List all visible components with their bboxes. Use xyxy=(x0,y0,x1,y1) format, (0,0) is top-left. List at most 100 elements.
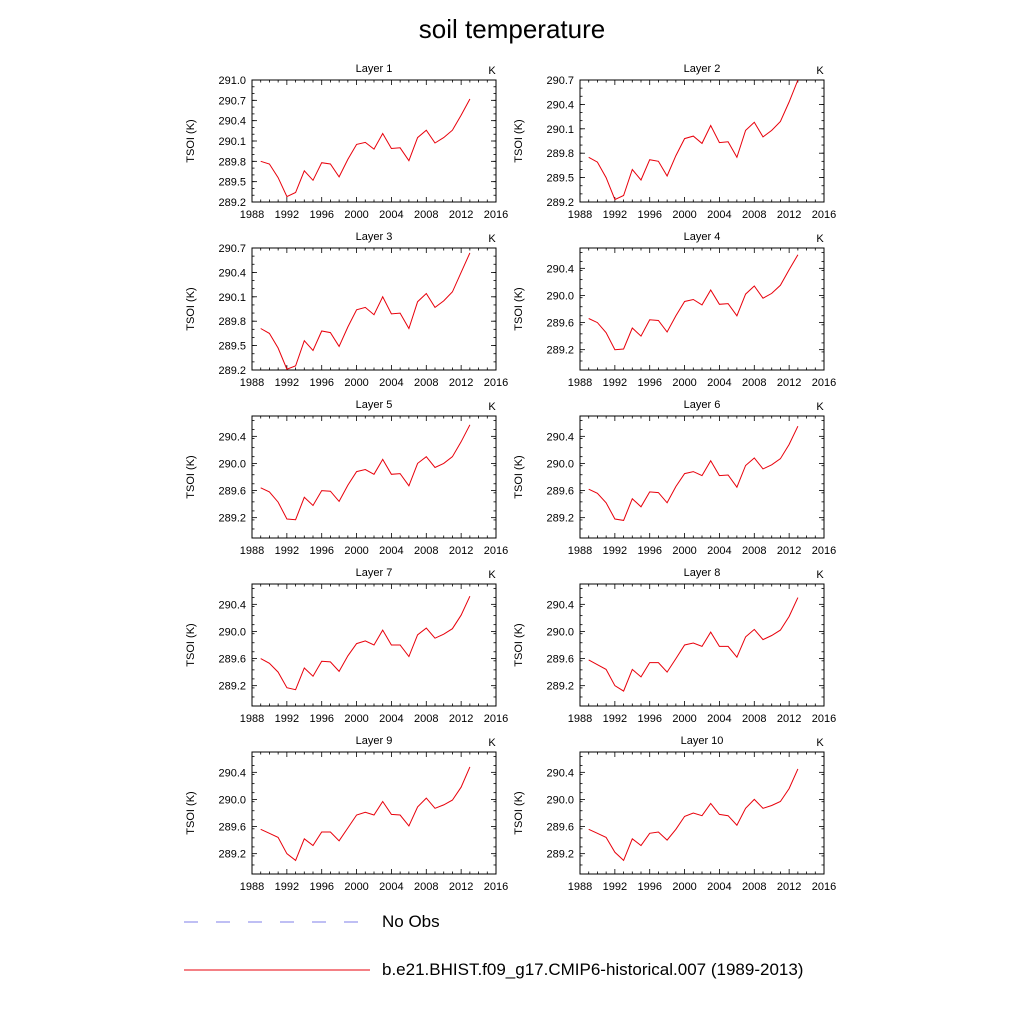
panel-layer-9: Layer 9 K TSOI (K) 1988 1992 1996 2000 2004 2008… xyxy=(185,735,508,893)
x-tick-label: 2000 xyxy=(672,881,696,893)
x-tick-label: 2016 xyxy=(812,881,836,893)
y-tick-label: 289.5 xyxy=(218,341,246,353)
x-tick-label: 2012 xyxy=(449,377,473,389)
x-tick-label: 1992 xyxy=(275,545,299,557)
panel-title: Layer 1 xyxy=(356,63,393,75)
x-tick-label: 1992 xyxy=(275,209,299,221)
y-tick-label: 290.1 xyxy=(218,292,246,304)
x-tick-label: 2012 xyxy=(777,713,801,725)
panel-layer-1: Layer 1 K TSOI (K) 1988 1992 1996 2000 2004 2008… xyxy=(185,63,508,221)
y-tick-label: 289.6 xyxy=(546,654,574,666)
x-tick-label: 1992 xyxy=(275,377,299,389)
x-tick-label: 2016 xyxy=(812,545,836,557)
series-line xyxy=(588,425,799,521)
panel-units: K xyxy=(816,569,824,581)
x-tick-label: 1996 xyxy=(309,881,333,893)
y-tick-label: 290.7 xyxy=(218,243,246,255)
y-tick-label: 289.2 xyxy=(546,345,574,357)
y-tick-label: 290.4 xyxy=(546,599,574,611)
y-tick-label: 290.0 xyxy=(546,794,574,806)
panel-layer-7: Layer 7 K TSOI (K) 1988 1992 1996 2000 2004 2008… xyxy=(185,567,508,725)
y-tick-label: 290.1 xyxy=(218,136,246,148)
x-tick-label: 1996 xyxy=(637,881,661,893)
y-tick-label: 290.4 xyxy=(218,267,246,279)
x-tick-label: 2000 xyxy=(672,209,696,221)
panel-title: Layer 10 xyxy=(681,735,724,747)
x-tick-label: 2008 xyxy=(742,377,766,389)
x-tick-label: 2008 xyxy=(414,545,438,557)
x-tick-label: 2016 xyxy=(812,209,836,221)
x-tick-label: 2004 xyxy=(707,377,731,389)
x-tick-label: 2008 xyxy=(414,209,438,221)
x-tick-label: 1996 xyxy=(637,713,661,725)
panel-units: K xyxy=(488,401,496,413)
x-tick-label: 1996 xyxy=(637,545,661,557)
y-tick-label: 290.0 xyxy=(546,626,574,638)
panel-layer-8: Layer 8 K TSOI (K) 1988 1992 1996 2000 2004 2008… xyxy=(513,567,836,725)
y-axis-label: TSOI (K) xyxy=(185,623,197,666)
x-tick-label: 2008 xyxy=(414,713,438,725)
x-tick-label: 1988 xyxy=(240,209,264,221)
x-tick-label: 1988 xyxy=(240,545,264,557)
x-tick-label: 2012 xyxy=(449,209,473,221)
panel-units: K xyxy=(816,233,824,245)
y-axis-label: TSOI (K) xyxy=(185,791,197,834)
plot-frame xyxy=(251,415,497,539)
x-tick-label: 1996 xyxy=(637,377,661,389)
y-tick-label: 290.4 xyxy=(218,599,246,611)
y-tick-label: 290.0 xyxy=(218,458,246,470)
panel-layer-2: Layer 2 K TSOI (K) 1988 1992 1996 2000 2004 2008… xyxy=(513,63,836,221)
series-line xyxy=(588,254,799,351)
x-tick-label: 2004 xyxy=(379,545,403,557)
panel-layer-6: Layer 6 K TSOI (K) 1988 1992 1996 2000 2004 2008… xyxy=(513,399,836,557)
y-axis-label: TSOI (K) xyxy=(513,455,525,498)
x-tick-label: 2008 xyxy=(742,209,766,221)
x-tick-label: 2016 xyxy=(812,713,836,725)
y-tick-label: 289.5 xyxy=(546,173,574,185)
x-tick-label: 2004 xyxy=(379,881,403,893)
panel-title: Layer 4 xyxy=(684,231,721,243)
legend-label-model: b.e21.BHIST.f09_g17.CMIP6-historical.007… xyxy=(382,960,804,979)
x-tick-label: 1988 xyxy=(240,881,264,893)
y-tick-label: 289.6 xyxy=(546,822,574,834)
legend-label-no-obs: No Obs xyxy=(382,912,440,931)
x-tick-label: 1988 xyxy=(240,377,264,389)
x-tick-label: 2008 xyxy=(742,545,766,557)
x-tick-label: 2004 xyxy=(379,377,403,389)
x-tick-label: 2004 xyxy=(379,209,403,221)
plot-frame xyxy=(251,79,497,203)
chart-grid: Layer 1 K TSOI (K) 1988 1992 1996 2000 2004 2008… xyxy=(185,63,836,893)
panel-title: Layer 6 xyxy=(684,399,721,411)
y-tick-label: 289.2 xyxy=(218,197,246,209)
y-tick-label: 290.4 xyxy=(218,767,246,779)
y-tick-label: 289.2 xyxy=(546,513,574,525)
panel-layer-4: Layer 4 K TSOI (K) 1988 1992 1996 2000 2004 2008… xyxy=(513,231,836,389)
series-line xyxy=(588,597,799,692)
x-tick-label: 2004 xyxy=(707,713,731,725)
x-tick-label: 1988 xyxy=(568,209,592,221)
y-tick-label: 290.4 xyxy=(218,431,246,443)
y-tick-label: 290.0 xyxy=(218,794,246,806)
x-tick-label: 2000 xyxy=(672,377,696,389)
x-tick-label: 2004 xyxy=(707,545,731,557)
y-tick-label: 289.8 xyxy=(218,156,246,168)
x-tick-label: 1996 xyxy=(309,713,333,725)
legend-line-model xyxy=(184,969,370,971)
x-tick-label: 2000 xyxy=(344,881,368,893)
series-line xyxy=(260,252,471,370)
x-tick-label: 1996 xyxy=(637,209,661,221)
x-tick-label: 2004 xyxy=(707,209,731,221)
y-tick-label: 289.2 xyxy=(218,849,246,861)
plot-frame xyxy=(251,247,497,371)
x-tick-label: 2008 xyxy=(414,377,438,389)
x-tick-label: 2016 xyxy=(484,881,508,893)
x-tick-label: 2012 xyxy=(777,545,801,557)
plot-frame xyxy=(251,751,497,875)
y-tick-label: 290.4 xyxy=(218,116,246,128)
x-tick-label: 1992 xyxy=(275,881,299,893)
x-tick-label: 2016 xyxy=(484,209,508,221)
y-tick-label: 289.5 xyxy=(218,177,246,189)
panel-title: Layer 3 xyxy=(356,231,393,243)
series-line xyxy=(260,766,471,862)
y-axis-label: TSOI (K) xyxy=(185,455,197,498)
